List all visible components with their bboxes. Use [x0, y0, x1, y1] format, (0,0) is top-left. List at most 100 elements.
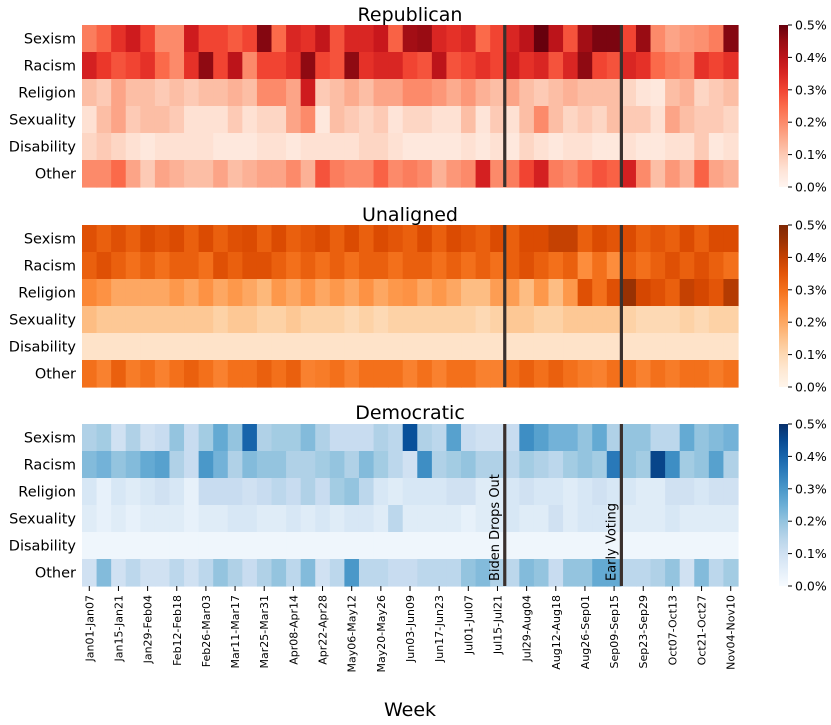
heatmap-cell: [461, 478, 476, 506]
heatmap-cell: [97, 478, 112, 506]
x-tick-label: Jul15-Jul21: [491, 595, 504, 655]
heatmap-cell: [548, 79, 563, 107]
heatmap-cell: [155, 360, 170, 388]
heatmap-cell: [286, 424, 301, 452]
heatmap-cell: [111, 532, 126, 560]
heatmap-cell: [169, 360, 184, 388]
heatmap-cell: [563, 478, 578, 506]
heatmap-cell: [490, 106, 505, 134]
row-label-sexism: Sexism: [24, 431, 76, 447]
heatmap-cell: [490, 133, 505, 161]
heatmap-cell: [184, 333, 199, 361]
heatmap-cell: [272, 279, 287, 307]
heatmap-cell: [651, 52, 666, 80]
heatmap-cell: [126, 360, 141, 388]
heatmap-cell: [82, 25, 97, 53]
heatmap-cell: [432, 252, 447, 280]
heatmap-cell: [694, 160, 709, 188]
heatmap-cell: [184, 532, 199, 560]
heatmap-cell: [272, 252, 287, 280]
heatmap-cell: [709, 478, 724, 506]
heatmap-cell: [82, 478, 97, 506]
heatmap-cell: [403, 52, 418, 80]
heatmap-cell: [563, 559, 578, 587]
heatmap-cell: [359, 106, 374, 134]
heatmap-cell: [723, 25, 738, 53]
heatmap-cell: [359, 79, 374, 107]
heatmap-cell: [665, 306, 680, 334]
heatmap-cell: [286, 25, 301, 53]
heatmap-cell: [548, 160, 563, 188]
heatmap-cell: [490, 279, 505, 307]
heatmap-cell: [242, 505, 257, 533]
row-label-sexuality: Sexuality: [9, 512, 76, 528]
heatmap-cell: [417, 559, 432, 587]
heatmap-cell: [184, 279, 199, 307]
heatmap-cell: [359, 532, 374, 560]
heatmap-cell: [344, 451, 359, 479]
heatmap-cell: [519, 451, 534, 479]
heatmap-cell: [578, 532, 593, 560]
heatmap-cell: [694, 25, 709, 53]
heatmap-cell: [111, 252, 126, 280]
heatmap-cell: [665, 360, 680, 388]
heatmap-cell: [257, 532, 272, 560]
colorbar-tick-label: 0.5%: [795, 218, 827, 233]
heatmap-cell: [257, 79, 272, 107]
heatmap-cell: [432, 333, 447, 361]
heatmap-cell: [330, 133, 345, 161]
heatmap-cell: [621, 451, 636, 479]
heatmap-cell: [505, 106, 520, 134]
heatmap-cell: [607, 52, 622, 80]
heatmap-cell: [621, 25, 636, 53]
heatmap-cell: [301, 451, 316, 479]
heatmap-cell: [315, 133, 330, 161]
heatmap-cell: [607, 451, 622, 479]
heatmap-cell: [578, 252, 593, 280]
heatmap-cell: [184, 52, 199, 80]
heatmap-cell: [709, 252, 724, 280]
heatmap-cell: [344, 225, 359, 253]
panel-unaligned: UnalignedSexismRacismReligionSexualityDi…: [9, 204, 827, 395]
heatmap-cell: [97, 79, 112, 107]
heatmap-cell: [519, 306, 534, 334]
heatmap-cell: [330, 252, 345, 280]
heatmap-cell: [359, 133, 374, 161]
heatmap-cell: [374, 306, 389, 334]
heatmap-cell: [301, 133, 316, 161]
heatmap-cell: [621, 252, 636, 280]
heatmap-cell: [636, 451, 651, 479]
heatmap-cell: [257, 306, 272, 334]
heatmap-cell: [592, 133, 607, 161]
heatmap-cell: [636, 252, 651, 280]
panel-democratic: DemocraticSexismRacismReligionSexualityD…: [9, 402, 827, 594]
heatmap-cell: [723, 333, 738, 361]
heatmap-cell: [548, 424, 563, 452]
row-label-sexism: Sexism: [24, 232, 76, 248]
heatmap-cell: [563, 252, 578, 280]
heatmap-cell: [519, 252, 534, 280]
heatmap-cell: [417, 360, 432, 388]
heatmap-cell: [723, 160, 738, 188]
heatmap-cell: [155, 333, 170, 361]
heatmap-cell: [709, 225, 724, 253]
heatmap-cell: [432, 424, 447, 452]
heatmap-cell: [519, 160, 534, 188]
heatmap-cell: [199, 478, 214, 506]
heatmap-cell: [315, 306, 330, 334]
heatmap-cell: [651, 333, 666, 361]
heatmap-cell: [548, 505, 563, 533]
heatmap-cell: [213, 559, 228, 587]
heatmap-cell: [694, 52, 709, 80]
heatmap-cell: [636, 360, 651, 388]
heatmap-cell: [548, 559, 563, 587]
heatmap-cell: [476, 360, 491, 388]
heatmap-cell: [388, 478, 403, 506]
heatmap-cell: [82, 360, 97, 388]
colorbar-tick-label: 0.0%: [795, 180, 827, 195]
heatmap-cell: [301, 52, 316, 80]
heatmap-cell: [636, 306, 651, 334]
heatmap-cell: [651, 505, 666, 533]
heatmap-cell: [97, 252, 112, 280]
heatmap-cell: [461, 333, 476, 361]
